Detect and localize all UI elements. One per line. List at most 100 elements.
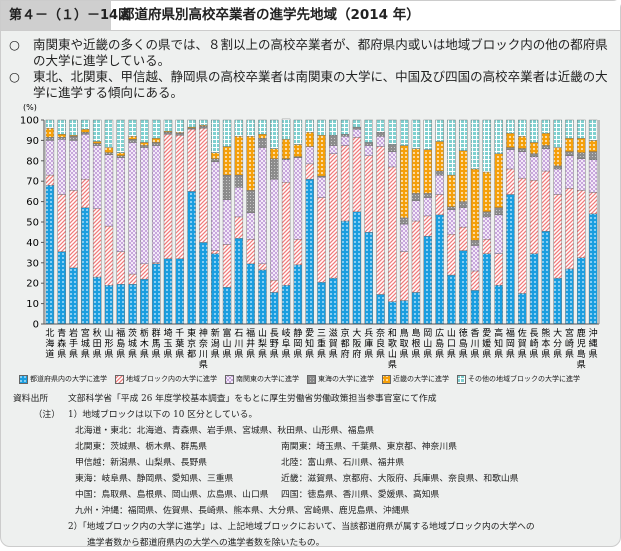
bar-stack xyxy=(234,119,244,325)
bar-segment xyxy=(423,197,432,217)
bar-segment xyxy=(69,136,78,141)
bullet-2: ○ 東北、北関東、甲信越、静岡県の高校卒業者は南関東の大学に、中国及び四国の高校卒… xyxy=(9,69,609,101)
bar-segment xyxy=(458,250,468,325)
legend-swatch xyxy=(115,374,124,384)
bar-segment xyxy=(577,152,586,159)
bar-segment xyxy=(270,279,279,293)
x-tick-label: 栃木県 xyxy=(140,327,149,360)
bar-segment xyxy=(541,133,551,146)
bar-segment xyxy=(364,119,373,143)
bar-stack xyxy=(258,119,267,325)
x-tick-label: 滋賀県 xyxy=(329,327,338,360)
x-tick-label: 山口県 xyxy=(447,328,456,360)
bar-segment xyxy=(482,239,492,254)
bar-segment xyxy=(340,136,350,146)
legend-swatch xyxy=(307,374,316,384)
bar-stack xyxy=(151,119,161,325)
bar-segment xyxy=(128,284,137,325)
bar-segment xyxy=(553,277,562,325)
bar-segment xyxy=(553,119,562,148)
bar-segment xyxy=(364,155,373,233)
bar-segment xyxy=(447,206,456,210)
bar-segment xyxy=(565,151,574,156)
bar-segment xyxy=(69,267,78,325)
bar-segment xyxy=(305,146,314,165)
summary-bullets: ○ 南関東や近畿の多くの県では、８割以上の高校卒業者が、都府県内或いは地域ブロック… xyxy=(9,37,609,101)
bar-segment xyxy=(222,244,232,288)
bar-segment xyxy=(518,177,527,294)
bar-segment xyxy=(399,119,409,146)
bullet-1: ○ 南関東や近畿の多くの県では、８割以上の高校卒業者が、都府県内或いは地域ブロック… xyxy=(9,37,609,69)
bar-segment xyxy=(45,127,55,138)
bar-segment xyxy=(234,119,244,137)
bar-segment xyxy=(435,170,444,176)
bar-segment xyxy=(470,119,480,170)
legend-swatch xyxy=(457,374,466,384)
bar-segment xyxy=(565,155,574,189)
bar-stack xyxy=(506,119,515,325)
bar-segment xyxy=(281,182,291,286)
bar-segment xyxy=(69,140,78,191)
bar-segment xyxy=(116,152,125,156)
x-tick-label: 山梨県 xyxy=(258,328,267,360)
bar-segment xyxy=(541,170,551,232)
bar-segment xyxy=(281,159,291,183)
bar-segment xyxy=(399,300,409,325)
x-tick-label: 愛知県 xyxy=(305,327,314,360)
bar-stack xyxy=(317,119,326,325)
bar-segment xyxy=(104,225,114,286)
bar-segment xyxy=(81,119,90,130)
bar-segment xyxy=(140,145,149,148)
x-tick-label: 青森県 xyxy=(57,327,66,360)
bar-segment xyxy=(388,301,397,325)
legend-swatch xyxy=(225,374,234,384)
bar-segment xyxy=(222,287,232,325)
bar-segment xyxy=(317,281,326,325)
block-item: 四国：徳島県、香川県、愛媛県、高知県 xyxy=(281,490,440,500)
bar-segment xyxy=(423,119,432,150)
bar-segment xyxy=(352,128,362,138)
legend-label: 地域ブロック内の大学に進学 xyxy=(126,375,217,383)
bar-segment xyxy=(435,174,444,195)
bar-segment xyxy=(399,145,409,219)
bar-segment xyxy=(340,134,350,137)
bar-segment xyxy=(258,119,267,135)
bar-stack xyxy=(57,119,66,325)
bar-segment xyxy=(435,119,444,142)
bar-segment xyxy=(553,165,562,170)
bar-segment xyxy=(175,135,185,259)
bar-segment xyxy=(140,278,149,325)
bar-segment xyxy=(151,138,161,143)
bar-segment xyxy=(470,245,480,272)
bar-segment xyxy=(376,119,385,133)
bar-segment xyxy=(317,176,326,198)
x-tick-label: 広島県 xyxy=(435,327,444,360)
bar-segment xyxy=(411,200,421,222)
bar-segment xyxy=(116,251,125,285)
x-tick-label: 鹿児島県 xyxy=(577,327,586,371)
bar-segment xyxy=(458,207,468,228)
x-tick-label: 茨城県 xyxy=(128,327,137,360)
bar-segment xyxy=(423,193,432,198)
x-tick-label: 香川県 xyxy=(471,328,480,360)
bar-segment xyxy=(518,293,527,325)
bar-segment xyxy=(470,240,480,246)
bar-segment xyxy=(553,194,562,279)
bar-stack xyxy=(246,119,255,325)
bar-segment xyxy=(494,285,503,325)
x-tick-label: 福岡県 xyxy=(506,327,515,360)
bullet-mark: ○ xyxy=(9,37,20,52)
bar-segment xyxy=(565,119,574,139)
bar-segment xyxy=(565,188,574,270)
bar-stack xyxy=(116,119,125,325)
bar-segment xyxy=(81,207,90,325)
bar-segment xyxy=(317,197,326,283)
bar-segment xyxy=(518,151,527,179)
bar-segment xyxy=(163,134,173,259)
legend-label: 南関東の大学に進学 xyxy=(236,375,299,383)
bar-segment xyxy=(92,208,102,278)
y-tick-label: 60 xyxy=(26,197,39,208)
bar-segment xyxy=(258,134,267,139)
bar-stack xyxy=(45,119,55,325)
x-tick-label: 岩手県 xyxy=(69,327,78,360)
